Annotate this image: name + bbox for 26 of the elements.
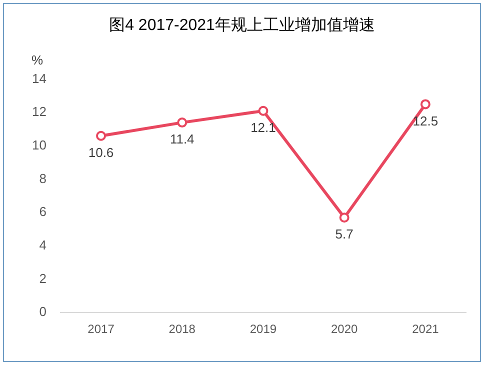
- chart-title: 图4 2017-2021年规上工业增加值增速: [109, 16, 375, 34]
- y-tick-label: 2: [39, 270, 46, 286]
- x-tick-label: 2019: [250, 322, 277, 336]
- y-axis-title: %: [31, 52, 44, 68]
- point: [258, 106, 268, 116]
- y-tick-label: 8: [39, 170, 46, 186]
- y-tick-label: 6: [39, 204, 46, 220]
- x-tick-label: 2018: [168, 322, 196, 336]
- point: [96, 130, 106, 141]
- chart-frame: 图4 2017-2021年规上工业增加值增速 2017 2018 2019 2020 2021 0 2 4 6 8 10 12 14 10.6 11.4 12.1 5.7 12.5 %: [3, 3, 481, 362]
- x-tick-label: 2021: [412, 322, 440, 336]
- data-label: 10.6: [88, 144, 114, 160]
- y-tick-label: 4: [39, 237, 46, 252]
- y-tick-label: 0: [39, 304, 46, 320]
- y-tick-label: 14: [32, 70, 46, 86]
- data-label: 12.5: [412, 113, 438, 128]
- data-label: 11.4: [170, 132, 194, 147]
- point: [339, 212, 350, 223]
- point: [420, 99, 430, 110]
- data-label: 12.1: [250, 120, 276, 135]
- point: [177, 118, 188, 128]
- y-tick-label: 10: [32, 137, 46, 152]
- y-tick-label: 12: [32, 104, 46, 120]
- x-tick-label: 2017: [88, 322, 115, 336]
- x-tick-label: 2020: [330, 322, 358, 336]
- data-label: 5.7: [335, 226, 354, 242]
